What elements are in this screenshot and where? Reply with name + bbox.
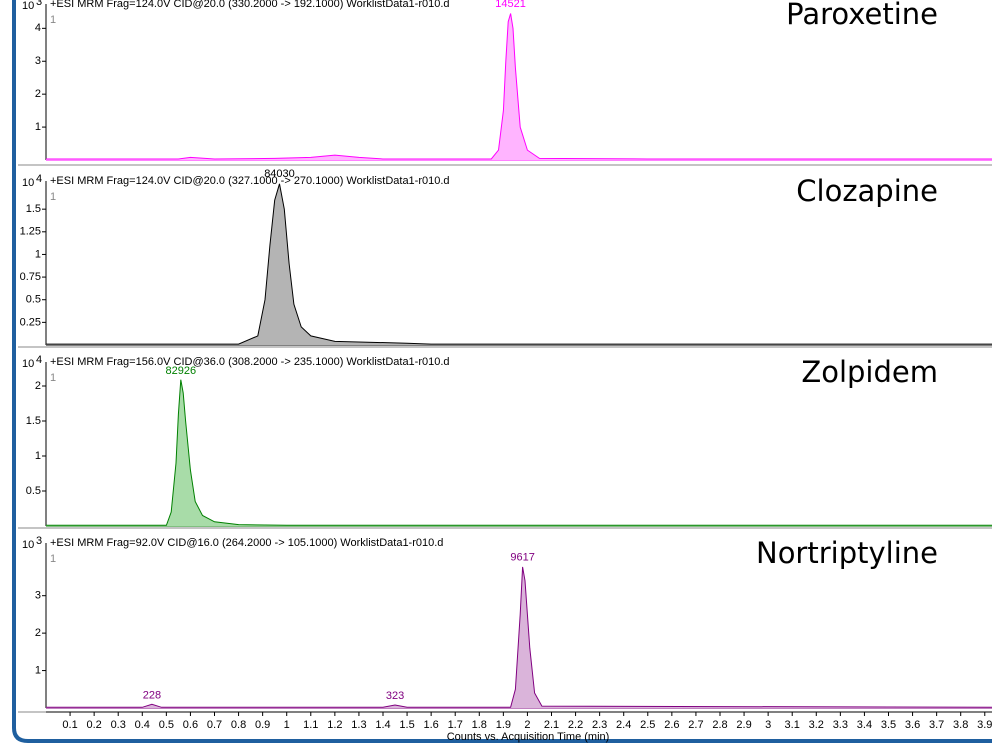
peak-id: 1 [50, 553, 56, 565]
x-tick-label: 0.1 [62, 719, 77, 731]
x-tick-label: 1.7 [448, 719, 463, 731]
scale-base: 10 [22, 358, 34, 370]
peak-id: 1 [50, 372, 56, 384]
panel-title: +ESI MRM Frag=92.0V CID@16.0 (264.2000 -… [50, 537, 443, 549]
x-tick-label: 2.4 [616, 719, 631, 731]
y-tick-label: 1 [35, 450, 41, 462]
x-tick-label: 3.9 [977, 719, 992, 731]
scale-base: 10 [22, 0, 34, 12]
x-tick-label: 0.5 [159, 719, 174, 731]
y-tick-label: 0.5 [26, 294, 41, 306]
x-tick-label: 3.1 [785, 719, 800, 731]
y-tick-label: 2 [35, 627, 41, 639]
x-tick-label: 2 [524, 719, 530, 731]
x-tick-label: 2.8 [712, 719, 727, 731]
peak-label: 14521 [495, 0, 526, 10]
x-tick-label: 1.4 [375, 719, 390, 731]
x-tick-label: 3.5 [881, 719, 896, 731]
x-tick-label: 2.6 [664, 719, 679, 731]
y-tick-label: 1.25 [20, 226, 41, 238]
x-tick-label: 3.8 [953, 719, 968, 731]
y-tick-label: 1.5 [26, 415, 41, 427]
peak-id: 1 [50, 191, 56, 203]
x-tick-label: 3.7 [929, 719, 944, 731]
peak-area [46, 183, 992, 345]
y-tick-label: 3 [35, 590, 41, 602]
trace [46, 566, 992, 708]
x-tick-label: 0.7 [207, 719, 222, 731]
scale-base: 10 [22, 177, 34, 189]
y-tick-label: 0.75 [20, 271, 41, 283]
x-tick-label: 3 [765, 719, 771, 731]
x-tick-label: 1.8 [472, 719, 487, 731]
y-tick-label: 2 [35, 88, 41, 100]
x-tick-label: 1.1 [303, 719, 318, 731]
x-tick-label: 3.3 [833, 719, 848, 731]
x-tick-label: 0.6 [183, 719, 198, 731]
panel-title: +ESI MRM Frag=124.0V CID@20.0 (330.2000 … [50, 0, 450, 10]
x-tick-label: 2.7 [688, 719, 703, 731]
x-tick-label: 1.3 [351, 719, 366, 731]
peak-label: 9617 [510, 552, 534, 564]
compound-name: Clozapine [796, 174, 938, 208]
peak-id: 1 [50, 14, 56, 26]
trace [46, 379, 992, 526]
trace [46, 183, 992, 345]
peak-label: 228 [143, 689, 161, 701]
window-frame [12, 0, 992, 743]
compound-name: Paroxetine [786, 0, 938, 31]
x-tick-label: 3.4 [857, 719, 872, 731]
scale-base: 10 [22, 539, 34, 551]
y-tick-label: 3 [35, 55, 41, 67]
x-tick-label: 3.6 [905, 719, 920, 731]
x-tick-label: 0.2 [86, 719, 101, 731]
x-tick-label: 2.9 [736, 719, 751, 731]
y-tick-label: 1 [35, 248, 41, 260]
x-tick-label: 0.3 [111, 719, 126, 731]
x-tick-label: 2.5 [640, 719, 655, 731]
compound-name: Zolpidem [801, 355, 938, 389]
peak-label: 82926 [166, 365, 197, 377]
y-tick-label: 0.5 [26, 485, 41, 497]
y-tick-label: 1 [35, 121, 41, 133]
scale-exp: 4 [36, 354, 42, 366]
y-tick-label: 4 [35, 22, 41, 34]
x-tick-label: 0.4 [135, 719, 150, 731]
compound-name: Nortriptyline [756, 536, 938, 570]
panel-title: +ESI MRM Frag=124.0V CID@20.0 (327.1000 … [50, 175, 450, 187]
y-tick-label: 1 [35, 664, 41, 676]
peak-label: 84030 [264, 168, 295, 180]
peak-area [46, 13, 992, 160]
y-tick-label: 1.5 [26, 203, 41, 215]
x-tick-label: 1.2 [327, 719, 342, 731]
x-tick-label: 0.9 [255, 719, 270, 731]
scale-exp: 3 [36, 535, 42, 547]
x-tick-label: 3.2 [809, 719, 824, 731]
peak-label: 323 [386, 690, 404, 702]
y-tick-label: 0.25 [20, 316, 41, 328]
x-tick-label: 1.5 [399, 719, 414, 731]
x-tick-label: 1.6 [423, 719, 438, 731]
x-tick-label: 1 [284, 719, 290, 731]
panel-title: +ESI MRM Frag=156.0V CID@36.0 (308.2000 … [50, 356, 450, 368]
trace [46, 13, 992, 160]
x-tick-label: 2.2 [568, 719, 583, 731]
scale-exp: 4 [36, 173, 42, 185]
x-tick-label: 1.9 [496, 719, 511, 731]
x-axis-label: Counts vs. Acquisition Time (min) [447, 731, 610, 743]
x-tick-label: 0.8 [231, 719, 246, 731]
scale-exp: 3 [36, 0, 42, 8]
x-tick-label: 2.3 [592, 719, 607, 731]
y-tick-label: 2 [35, 380, 41, 392]
x-tick-label: 2.1 [544, 719, 559, 731]
